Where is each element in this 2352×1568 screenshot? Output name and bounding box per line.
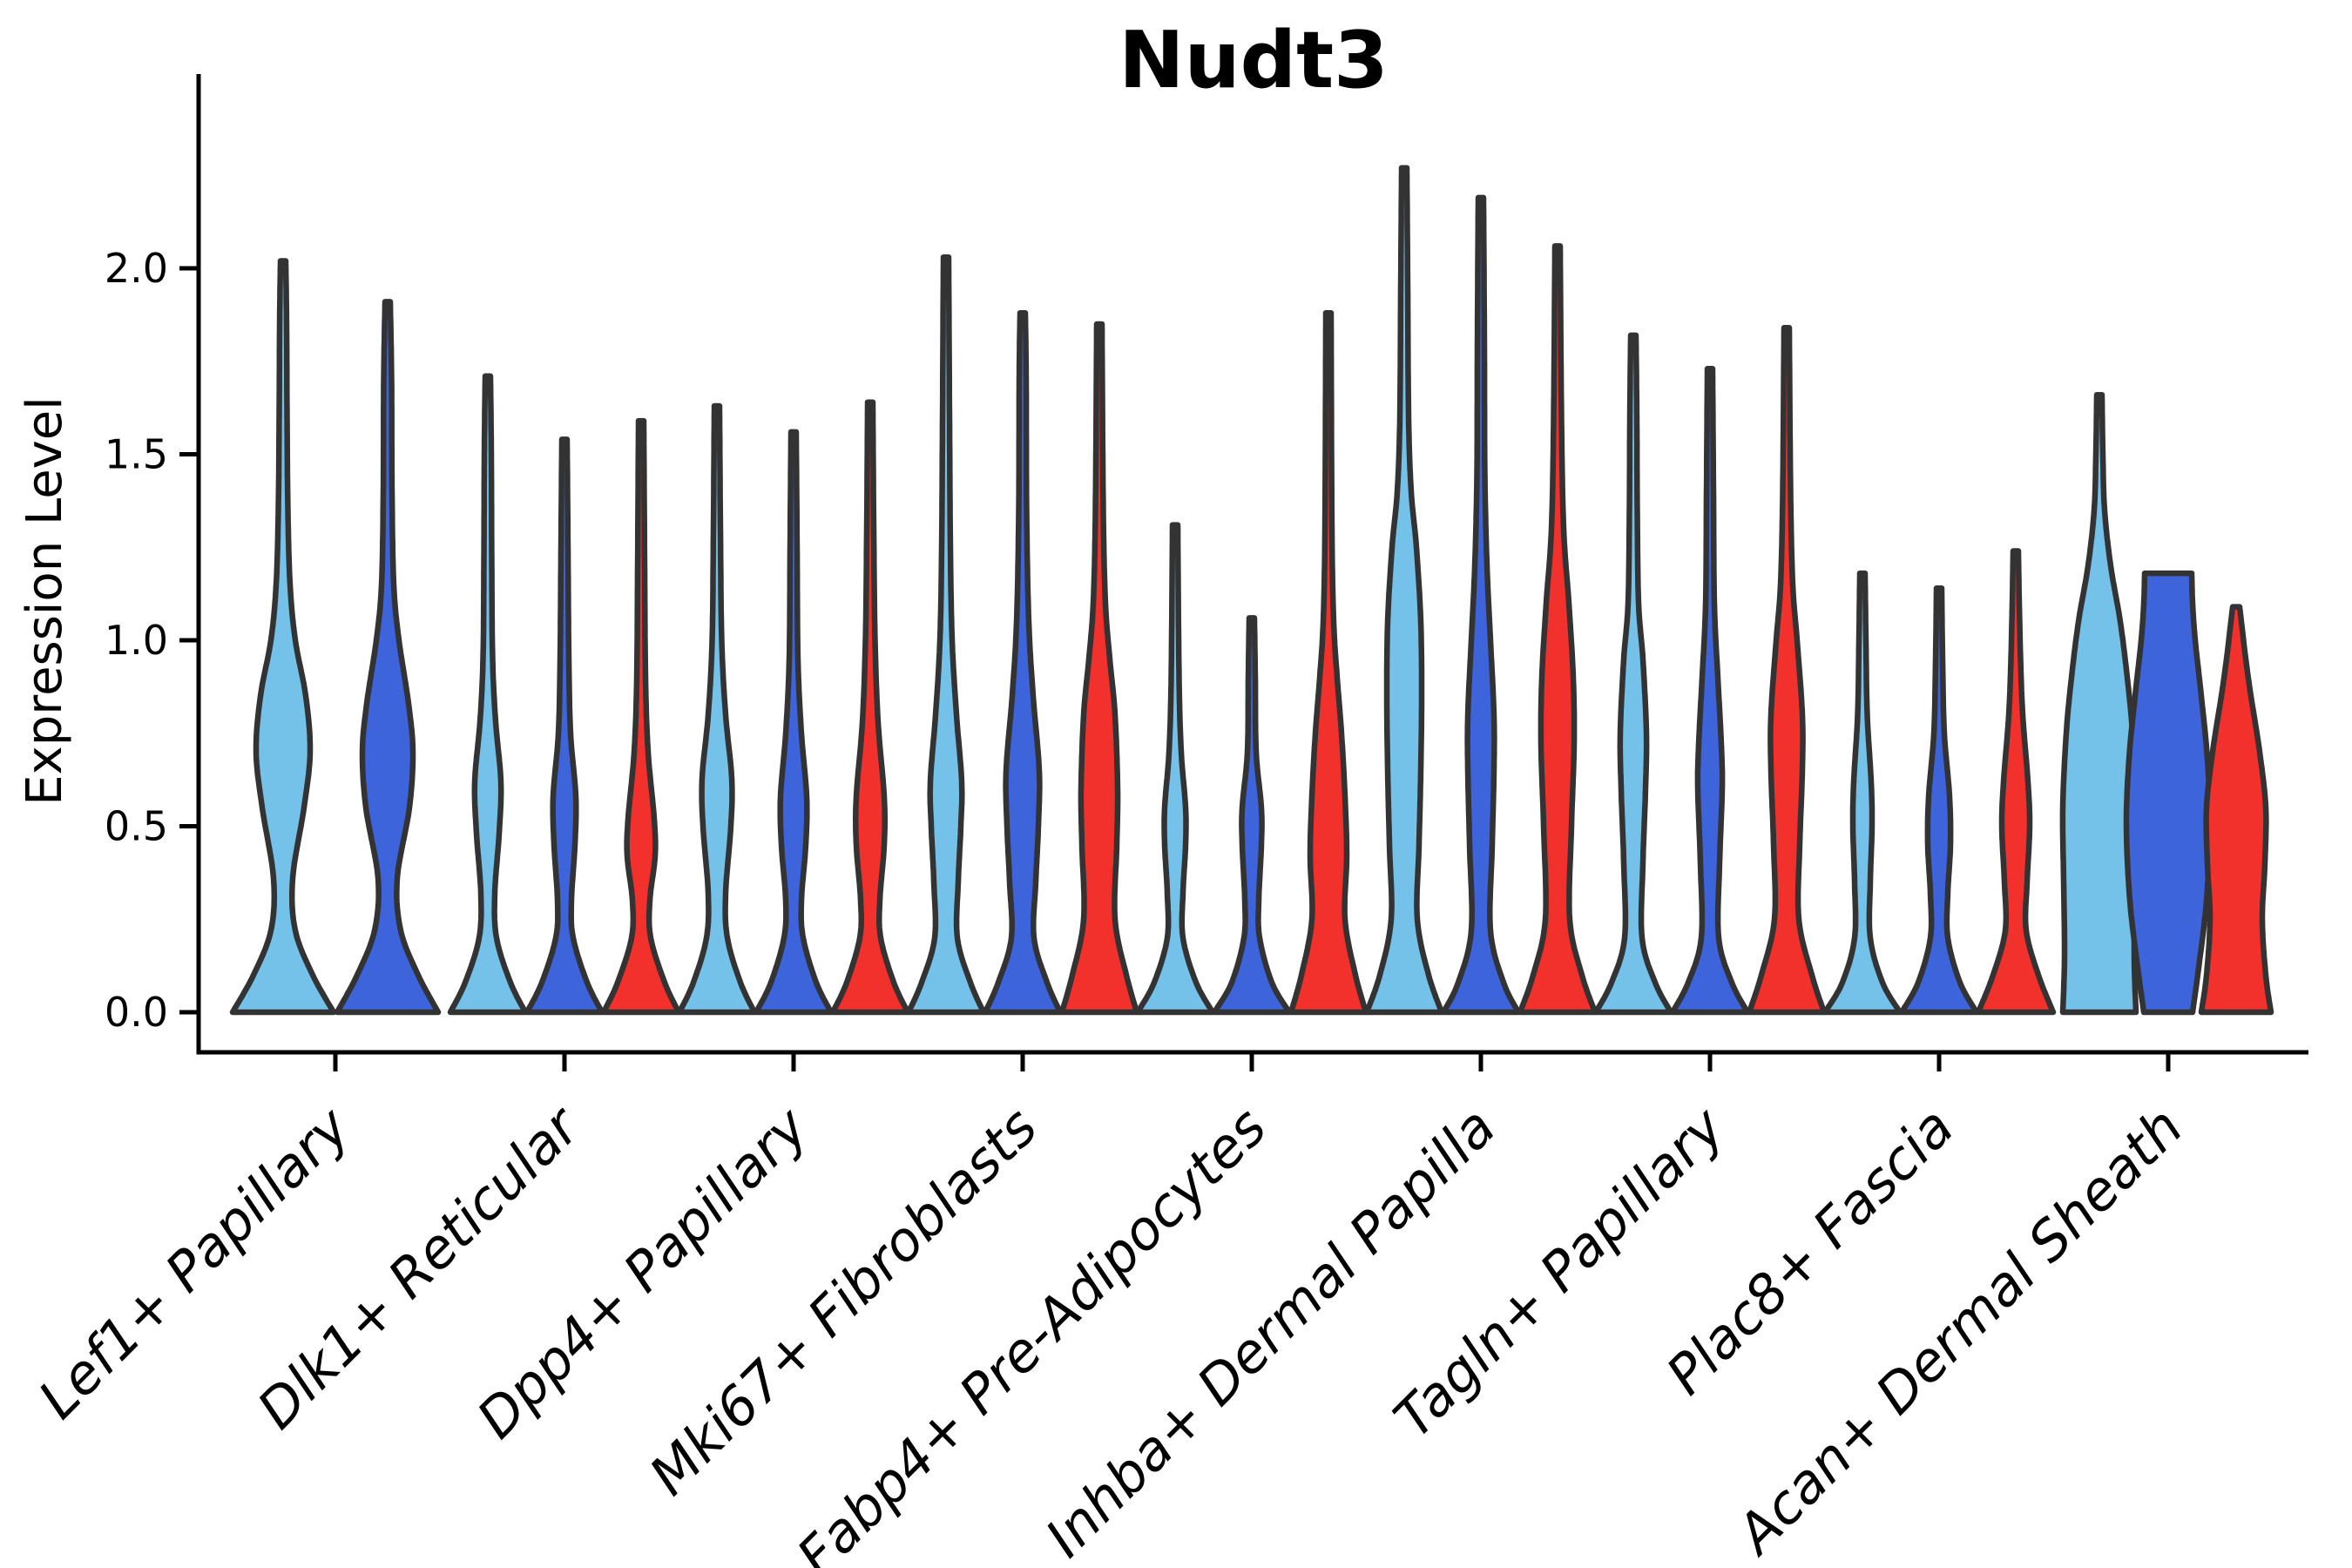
violin-inhba-dark_blue xyxy=(1440,194,1522,1016)
violin-dpp4-light_blue xyxy=(676,402,758,1016)
y-axis-label: Expression Level xyxy=(17,396,73,806)
violin-plac8-dark_blue xyxy=(1898,585,1980,1016)
y-tick-label-0.5: 0.5 xyxy=(105,803,168,850)
violin-tagln-dark_blue xyxy=(1669,366,1751,1016)
violin-dpp4-dark_blue xyxy=(753,429,835,1016)
violin-inhba-light_blue xyxy=(1363,165,1445,1016)
violin-mki67-dark_blue xyxy=(982,309,1064,1016)
violin-fabp4-red xyxy=(1288,309,1369,1016)
chart-title: Nudt3 xyxy=(1119,15,1388,106)
violin-mki67-light_blue xyxy=(905,253,987,1016)
violins-layer xyxy=(229,165,2274,1016)
y-tick-label-0.0: 0.0 xyxy=(105,989,168,1036)
violin-dlk1-red xyxy=(600,417,682,1016)
violin-acan-red xyxy=(2198,604,2274,1016)
violin-dpp4-red xyxy=(829,399,911,1016)
violin-lef1-dark_blue xyxy=(334,299,442,1016)
y-tick-label-2.0: 2.0 xyxy=(105,245,168,292)
y-tick-label-1.5: 1.5 xyxy=(105,431,168,478)
violin-fabp4-dark_blue xyxy=(1211,615,1293,1016)
violin-tagln-red xyxy=(1746,325,1828,1016)
violin-plac8-light_blue xyxy=(1821,570,1903,1016)
violin-inhba-red xyxy=(1517,243,1598,1016)
y-ticks-layer: 0.0 0.5 1.0 1.5 2.0 xyxy=(105,245,199,1036)
violin-fabp4-light_blue xyxy=(1134,522,1216,1016)
y-tick-label-1.0: 1.0 xyxy=(105,617,168,664)
violin-tagln-light_blue xyxy=(1592,332,1674,1016)
violin-lef1-light_blue xyxy=(229,258,337,1016)
violin-acan-dark_blue xyxy=(2123,570,2213,1016)
violin-dlk1-dark_blue xyxy=(524,436,605,1016)
violin-plac8-red xyxy=(1975,548,2057,1016)
violin-mki67-red xyxy=(1058,321,1140,1016)
violin-dlk1-light_blue xyxy=(447,373,529,1016)
